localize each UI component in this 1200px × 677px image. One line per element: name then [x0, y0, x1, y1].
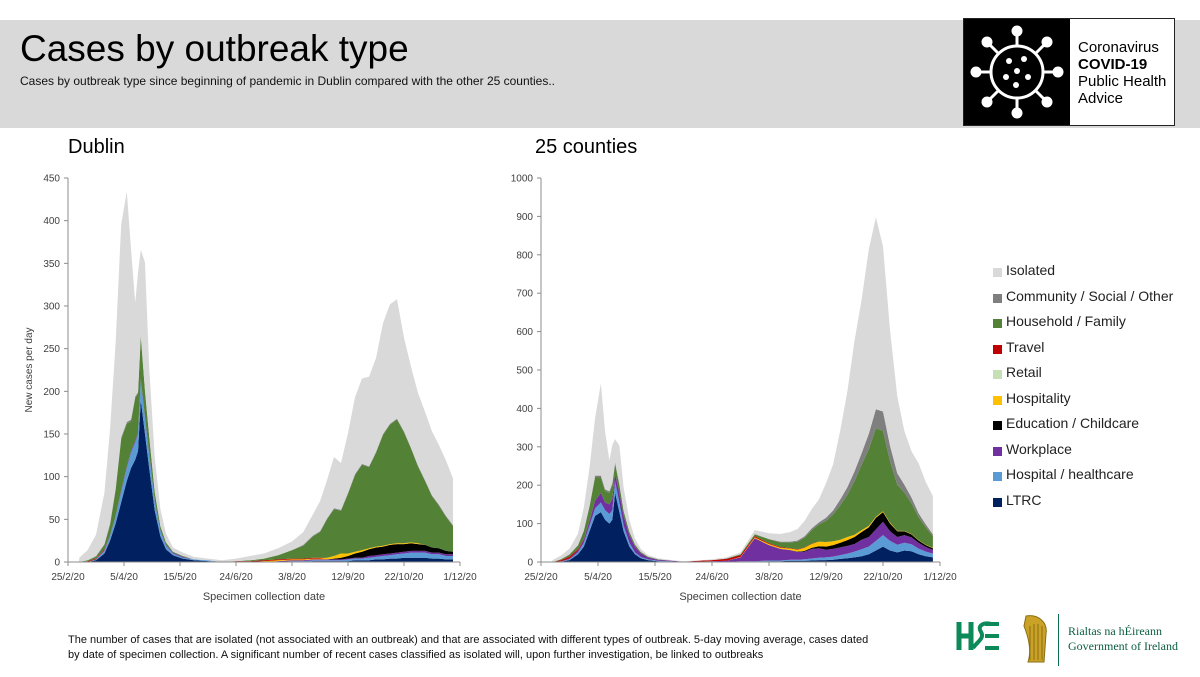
dublin-x-tick-label: 15/5/20: [163, 572, 197, 583]
dublin-x-tick-label: 22/10/20: [385, 572, 424, 583]
legend-swatch: [993, 268, 1002, 277]
counties-y-tick-label: 900: [516, 212, 533, 223]
counties-x-tick-label: 24/6/20: [695, 572, 729, 583]
gov-divider: [1058, 614, 1059, 666]
counties-x-tick-label: 3/8/20: [755, 572, 783, 583]
counties-y-tick-label: 800: [516, 250, 533, 261]
counties-y-tick-label: 100: [516, 519, 533, 530]
legend-label: Hospitality: [1006, 389, 1071, 406]
legend-label: Retail: [1006, 364, 1042, 380]
legend-swatch: [993, 370, 1002, 379]
counties-y-tick-label: 600: [516, 327, 533, 338]
dublin-y-tick-label: 250: [43, 344, 60, 355]
harp-emblem: [1018, 612, 1052, 671]
counties-y-tick-label: 700: [516, 289, 533, 300]
counties-y-tick-label: 400: [516, 404, 533, 415]
virus-icon: [970, 25, 1064, 119]
legend-swatch: [993, 446, 1002, 456]
counties-y-tick-label: 1000: [511, 174, 534, 185]
dublin-x-tick-label: 25/2/20: [51, 572, 85, 583]
dublin-x-tick-label: 5/4/20: [110, 572, 138, 583]
counties-x-tick-label: 22/10/20: [864, 572, 903, 583]
dublin-x-tick-label: 1/12/20: [443, 572, 477, 583]
legend-swatch: [993, 395, 1002, 405]
logo-line3: Public Health: [1078, 73, 1167, 90]
harp-icon: [1023, 615, 1047, 663]
legend-label: Travel: [1006, 338, 1045, 355]
legend-label: Isolated: [1006, 262, 1056, 278]
dublin-area-isolated: [79, 191, 453, 562]
covid-advice-logo: Coronavirus COVID-19 Public Health Advic…: [963, 18, 1175, 126]
dublin-area-household-family: [79, 336, 453, 562]
counties-area-ltrc: [552, 492, 933, 562]
legend-label: Community / Social / Other: [1006, 287, 1174, 304]
counties-y-tick-label: 0: [527, 558, 533, 569]
chart-title-dublin: Dublin: [68, 136, 125, 158]
page-subtitle: Cases by outbreak type since beginning o…: [20, 74, 555, 88]
dublin-y-tick-label: 400: [43, 216, 60, 227]
legend-label: Hospital / healthcare: [1006, 466, 1134, 482]
logo-line1: Coronavirus: [1078, 39, 1159, 56]
counties-y-tick-label: 200: [516, 481, 533, 492]
page-title: Cases by outbreak type: [20, 28, 409, 69]
counties-y-tick-label: 300: [516, 442, 533, 453]
dublin-y-tick-label: 350: [43, 259, 60, 270]
legend-swatch: [993, 293, 1002, 303]
logo-line2: COVID-19: [1078, 56, 1148, 73]
dublin-y-tick-label: 50: [49, 515, 61, 526]
hse-logo: [955, 618, 1001, 659]
government-of-ireland-label: Rialtas na hÉireann Government of Irelan…: [1068, 624, 1178, 654]
counties-x-tick-label: 1/12/20: [923, 572, 957, 583]
dublin-area-hospitality: [79, 379, 453, 562]
counties-x-axis-label: Specimen collection date: [679, 591, 801, 603]
counties-y-tick-label: 500: [516, 366, 533, 377]
dublin-y-tick-label: 300: [43, 302, 60, 313]
dublin-y-axis-label: New cases per day: [24, 327, 35, 412]
counties-x-tick-label: 12/9/20: [809, 572, 843, 583]
dublin-y-tick-label: 450: [43, 174, 60, 185]
footnote: The number of cases that are isolated (n…: [68, 633, 928, 663]
legend-swatch: [993, 421, 1002, 430]
dublin-x-tick-label: 3/8/20: [278, 572, 306, 583]
legend-swatch: [993, 319, 1002, 328]
dublin-y-tick-label: 200: [43, 387, 60, 398]
legend-label: Workplace: [1006, 440, 1072, 457]
legend-swatch: [993, 344, 1002, 354]
legend-label: Education / Childcare: [1006, 415, 1140, 431]
legend-swatch: [993, 497, 1002, 507]
chart-title-25-counties: 25 counties: [535, 136, 638, 158]
hse-logo-icon: [956, 621, 999, 650]
dublin-area-ltrc: [79, 399, 453, 562]
counties-x-tick-label: 25/2/20: [524, 572, 558, 583]
logo-text: Coronavirus COVID-19 Public Health Advic…: [1078, 39, 1166, 107]
virus-icon-panel: [964, 19, 1070, 125]
dublin-y-tick-label: 100: [43, 472, 60, 483]
logo-line4: Advice: [1078, 90, 1124, 107]
legend-label: LTRC: [1006, 491, 1042, 508]
gov-line2: Government of Ireland: [1068, 639, 1178, 653]
footnote-line1: The number of cases that are isolated (n…: [68, 634, 869, 646]
counties-x-tick-label: 5/4/20: [584, 572, 612, 583]
dublin-y-tick-label: 0: [54, 558, 60, 569]
legend-swatch: [993, 472, 1002, 481]
counties-area-isolated: [552, 217, 933, 562]
dublin-x-axis-label: Specimen collection date: [203, 591, 325, 603]
dublin-x-tick-label: 24/6/20: [219, 572, 253, 583]
dublin-x-tick-label: 12/9/20: [331, 572, 365, 583]
footnote-line2: by date of specimen collection. A signif…: [68, 649, 764, 661]
gov-line1: Rialtas na hÉireann: [1068, 624, 1162, 638]
legend-label: Household / Family: [1006, 313, 1126, 329]
dublin-y-tick-label: 150: [43, 430, 60, 441]
counties-area-household-family: [552, 428, 933, 562]
counties-x-tick-label: 15/5/20: [638, 572, 672, 583]
